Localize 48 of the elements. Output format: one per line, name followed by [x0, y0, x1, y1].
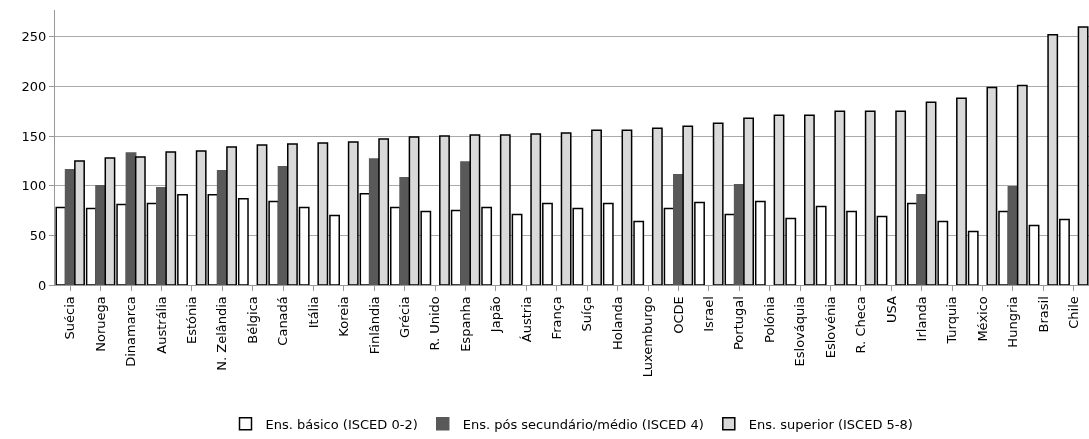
x-tick-label: Turquia	[944, 296, 960, 345]
legend-label: Ens. superior (ISCED 5-8)	[748, 416, 913, 432]
y-tick-label: 250	[21, 29, 47, 45]
x-tick-label: Irlanda	[913, 296, 929, 342]
x-tick-label: Grécia	[396, 296, 412, 339]
legend-label: Ens. pós secundário/médio (ISCED 4)	[462, 416, 704, 432]
bar	[95, 184, 107, 285]
x-tick-label: Portugal	[731, 296, 747, 351]
x-tick-label: Israel	[701, 296, 717, 332]
x-tick-label: Áustria	[518, 296, 534, 343]
bar	[55, 206, 67, 285]
x-tick-label: Chile	[1066, 296, 1082, 329]
x-tick-label: México	[974, 296, 990, 342]
y-tick-label: 50	[29, 227, 47, 243]
x-tick-label: Finlândia	[366, 296, 382, 355]
bar	[916, 193, 928, 285]
x-tick-label: Bélgica	[244, 296, 260, 344]
x-tick-label: Suíça	[579, 296, 595, 332]
x-tick-label: Eslovénia	[822, 296, 838, 359]
y-tick-label: 150	[21, 128, 47, 144]
x-tick-label: Japão	[488, 296, 504, 334]
y-tick-label: 200	[21, 78, 47, 94]
x-tick-label: Estónia	[184, 296, 200, 345]
x-tick-label: Dinamarca	[123, 296, 139, 367]
x-tick-label: Espanha	[457, 296, 473, 352]
x-tick-label: Luxemburgo	[640, 296, 656, 378]
y-tick-label: 100	[21, 178, 47, 194]
y-tick-label: 0	[38, 277, 47, 293]
x-tick-label: Suécia	[62, 296, 78, 340]
legend-label: Ens. básico (ISCED 0-2)	[265, 416, 418, 432]
x-tick-label: OCDE	[670, 296, 686, 334]
x-tick-label: Hungria	[1005, 296, 1021, 348]
x-tick-label: USA	[883, 296, 899, 324]
x-tick-label: R. Unido	[427, 296, 443, 351]
x-tick-label: Itália	[305, 296, 321, 329]
x-tick-label: Canadá	[275, 296, 291, 346]
x-tick-label: Eslováquia	[792, 296, 808, 367]
x-tick-label: Holanda	[609, 296, 625, 350]
x-tick-label: Polónia	[761, 296, 777, 343]
x-tick-label: N. Zelândia	[214, 296, 230, 371]
x-tick-label: Koreia	[336, 296, 352, 337]
x-tick-label: França	[549, 296, 565, 340]
x-tick-label: Noruega	[92, 296, 108, 352]
bar	[399, 177, 411, 285]
x-tick-label: Austrália	[153, 296, 169, 354]
x-tick-label: R. Checa	[853, 296, 869, 354]
bar	[1077, 26, 1089, 285]
x-tick-label: Brasil	[1035, 296, 1051, 333]
